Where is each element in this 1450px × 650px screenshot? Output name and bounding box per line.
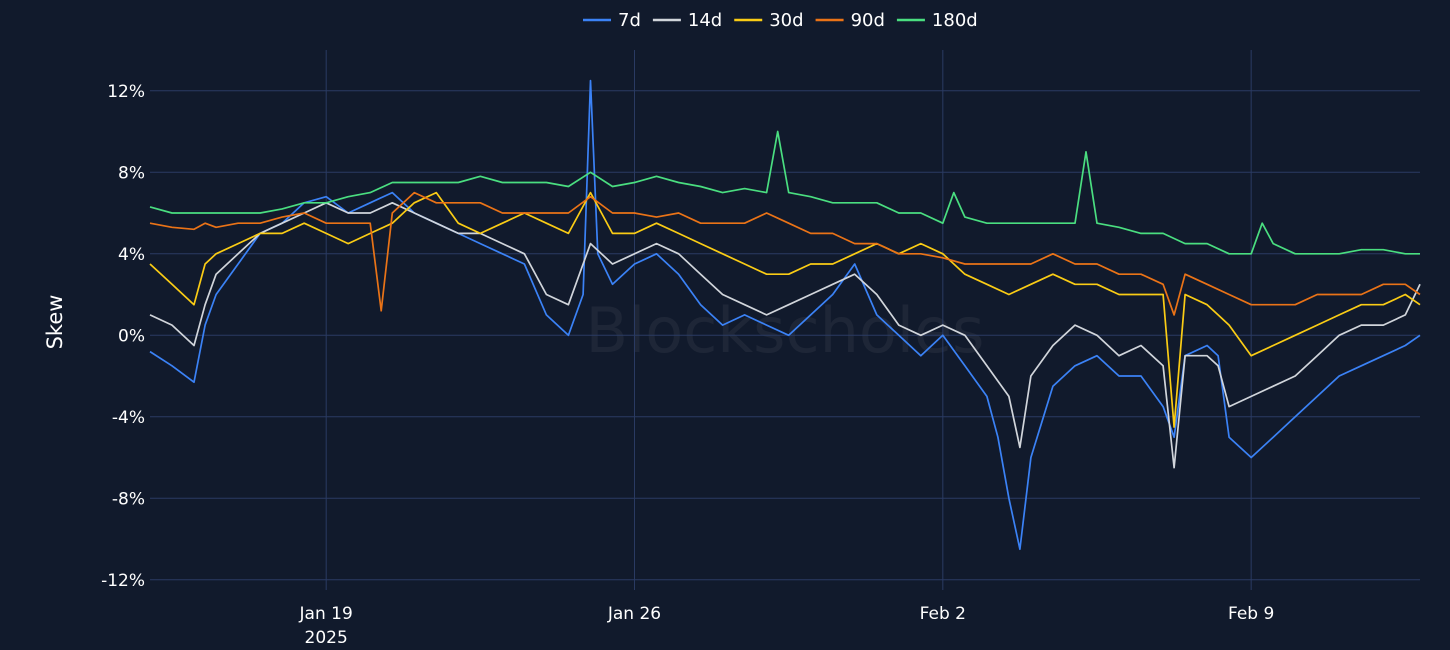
x-gridlines (325, 50, 1252, 590)
legend-label-7d: 7d (618, 10, 641, 31)
y-tick-label: 8% (118, 163, 145, 183)
x-tick-labels: Jan 19 2025 Jan 26 Feb 2 Feb 9 (299, 604, 1275, 648)
y-axis-title: Skew (43, 295, 67, 350)
legend-label-180d: 180d (932, 10, 978, 31)
legend-label-14d: 14d (688, 10, 722, 31)
x-tick-sublabel: 2025 (305, 628, 348, 648)
x-tick-label: Jan 26 (607, 604, 661, 624)
x-tick-label: Feb 9 (1228, 604, 1274, 624)
series-line-7d (149, 79, 1421, 551)
y-tick-label: 12% (107, 82, 145, 102)
y-gridlines (150, 90, 1420, 581)
watermark: Blockscholes (586, 294, 985, 367)
legend-label-30d: 30d (769, 10, 803, 31)
series-line-90d (149, 191, 1421, 316)
x-tick-label: Jan 19 (299, 604, 353, 624)
y-tick-label: 0% (118, 326, 145, 346)
legend: 7d 14d 30d 90d 180d (583, 10, 978, 31)
y-tick-labels: 12% 8% 4% 0% -4% -8% -12% (101, 82, 145, 591)
x-tick-label: Feb 2 (920, 604, 966, 624)
y-tick-label: 4% (118, 245, 145, 265)
series-line-180d (149, 130, 1420, 255)
y-tick-label: -4% (112, 408, 145, 428)
y-tick-label: -12% (101, 571, 145, 591)
series-line-30d (149, 191, 1421, 428)
series-line-14d (149, 201, 1421, 469)
series-lines (149, 79, 1421, 551)
legend-label-90d: 90d (851, 10, 885, 31)
y-tick-label: -8% (112, 489, 145, 509)
